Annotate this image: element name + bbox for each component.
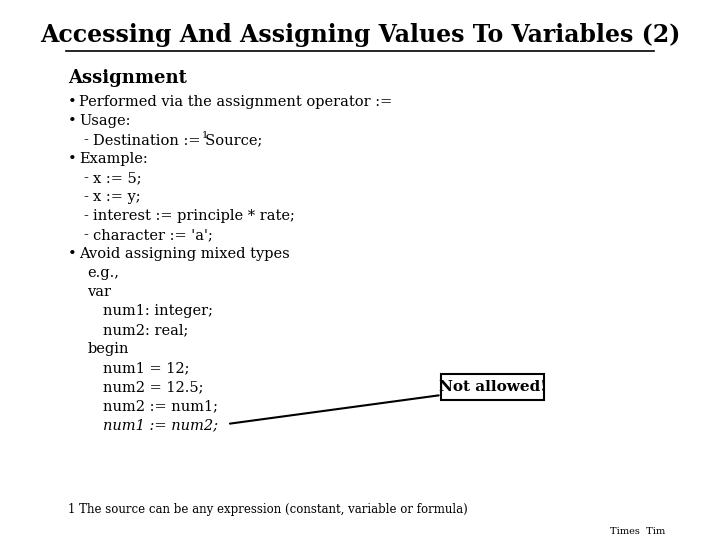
Text: -: - bbox=[84, 171, 89, 185]
Text: Example:: Example: bbox=[79, 152, 148, 166]
Text: Avoid assigning mixed types: Avoid assigning mixed types bbox=[79, 247, 290, 261]
Text: num2: real;: num2: real; bbox=[103, 323, 189, 337]
Text: Not allowed!: Not allowed! bbox=[439, 380, 546, 394]
Text: Times  Tim: Times Tim bbox=[611, 528, 665, 537]
Text: num1 = 12;: num1 = 12; bbox=[103, 361, 189, 375]
Text: 1: 1 bbox=[202, 132, 208, 140]
Text: •: • bbox=[68, 247, 76, 261]
Text: num1 := num2;: num1 := num2; bbox=[103, 418, 218, 432]
Text: •: • bbox=[68, 114, 76, 128]
Text: Accessing And Assigning Values To Variables (2): Accessing And Assigning Values To Variab… bbox=[40, 23, 680, 47]
Text: -: - bbox=[84, 228, 89, 242]
Text: e.g.,: e.g., bbox=[87, 266, 120, 280]
Text: num2 = 12.5;: num2 = 12.5; bbox=[103, 380, 204, 394]
Text: num2 := num1;: num2 := num1; bbox=[103, 399, 218, 413]
Text: x := 5;: x := 5; bbox=[93, 171, 141, 185]
Text: begin: begin bbox=[87, 342, 129, 356]
Text: interest := principle * rate;: interest := principle * rate; bbox=[93, 209, 294, 223]
Text: var: var bbox=[87, 285, 111, 299]
Text: 1 The source can be any expression (constant, variable or formula): 1 The source can be any expression (cons… bbox=[68, 503, 467, 516]
Text: Usage:: Usage: bbox=[79, 114, 131, 128]
FancyBboxPatch shape bbox=[441, 374, 544, 400]
Text: Performed via the assignment operator :=: Performed via the assignment operator := bbox=[79, 95, 392, 109]
Text: •: • bbox=[68, 152, 76, 166]
Text: Destination := Source;: Destination := Source; bbox=[93, 133, 262, 147]
Text: x := y;: x := y; bbox=[93, 190, 140, 204]
Text: character := 'a';: character := 'a'; bbox=[93, 228, 212, 242]
Text: Assignment: Assignment bbox=[68, 69, 186, 87]
Text: -: - bbox=[84, 133, 89, 147]
Text: -: - bbox=[84, 209, 89, 223]
Text: num1: integer;: num1: integer; bbox=[103, 304, 213, 318]
Text: •: • bbox=[68, 95, 76, 109]
Text: -: - bbox=[84, 190, 89, 204]
